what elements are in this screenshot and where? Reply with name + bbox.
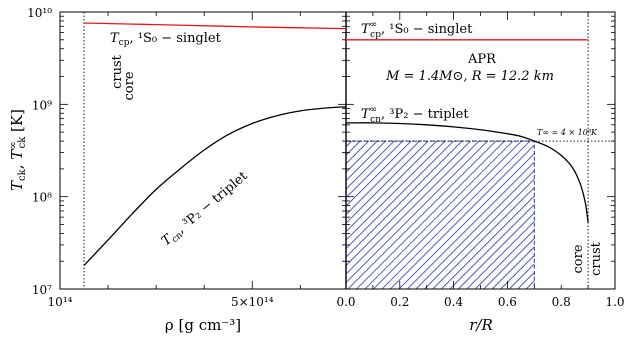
- y-tick-label: 10⁹: [32, 98, 52, 112]
- right-singlet-label: T∞ cp, ¹S₀ − singlet: [361, 20, 473, 40]
- left-crust-label: crust: [110, 54, 125, 89]
- right-triplet-label: T∞ cn, ³P₂ − triplet: [361, 105, 469, 125]
- left-core-label: core: [122, 71, 137, 100]
- x-tick-label: 10¹⁴: [48, 295, 73, 309]
- tick-labels: 10⁷ 10⁸ 10⁹ 10¹⁰ 10¹⁴ 5×10¹⁴ 0.0 0.2 0.4 0.6 0.8 1.…: [27, 6, 624, 309]
- left-series-line-1: [83, 106, 346, 266]
- left-triplet-label: Tcn, ³P₂ − triplet: [159, 168, 253, 250]
- x-tick-label: 0.6: [498, 295, 517, 309]
- y-axis-title: Tck, T∞ck [K]: [8, 109, 28, 191]
- model-params: M = 1.4M⊙, R = 12.2 km: [385, 69, 554, 84]
- x-tick-label: 0.4: [444, 295, 463, 309]
- left-x-axis-title: ρ [g cm⁻³]: [165, 316, 241, 334]
- x-tick-label: 5×10¹⁴: [231, 295, 274, 309]
- y-tick-label: 10⁷: [32, 283, 52, 297]
- right-core-label: core: [571, 244, 586, 273]
- hatched-region: [345, 140, 535, 290]
- y-tick-label: 10⁸: [32, 191, 52, 205]
- t-line-label: T∞ = 4 × 10⁸K: [537, 128, 598, 137]
- y-tick-label: 10¹⁰: [27, 6, 52, 20]
- left-singlet-label: Tcp, ¹S₀ − singlet: [110, 31, 222, 48]
- left-series: [83, 22, 346, 266]
- right-series: [346, 39, 589, 223]
- x-tick-label: 1.0: [605, 295, 624, 309]
- right-x-axis-title: r/R: [469, 316, 493, 334]
- x-tick-label: 0.2: [390, 295, 409, 309]
- right-crust-label: crust: [589, 241, 604, 276]
- boundary-lines: [83, 12, 615, 289]
- tick-marks: [59, 11, 616, 290]
- model-label: APR: [467, 52, 497, 67]
- x-tick-label: 0.8: [552, 295, 571, 309]
- right-series-line-1: [346, 122, 589, 223]
- x-tick-label: 0.0: [336, 295, 355, 309]
- left-series-line-0: [84, 22, 346, 30]
